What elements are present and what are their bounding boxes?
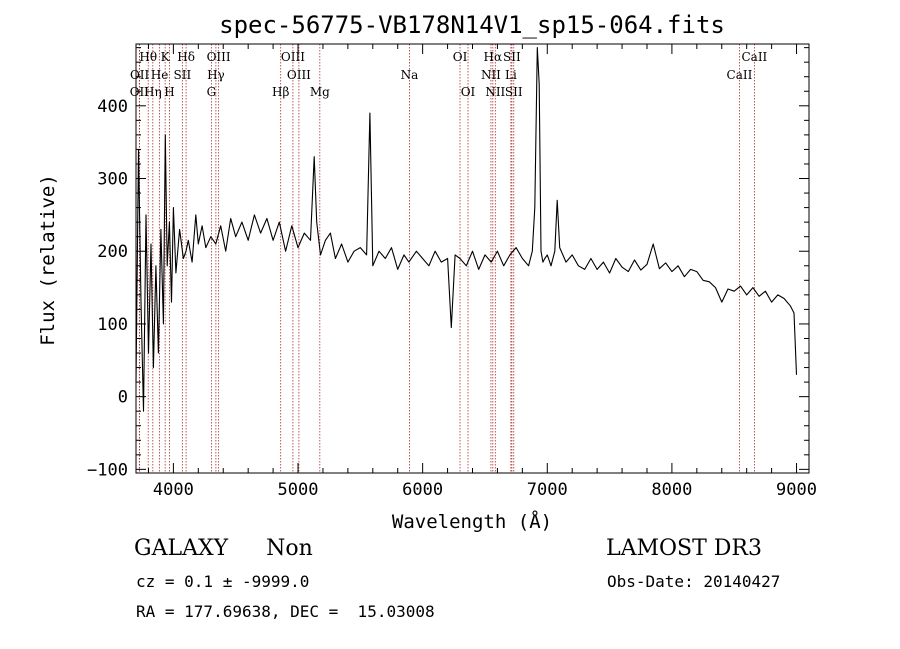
line-label: Hθ <box>139 50 157 64</box>
line-label: OIII <box>287 68 311 82</box>
object-class: GALAXY <box>134 536 229 561</box>
line-label: Mg <box>310 85 330 99</box>
line-label: SII <box>503 50 521 64</box>
x-tick-label: 4000 <box>153 480 194 500</box>
tick-labels: 4000 5000 6000 7000 8000 9000 −100 0 100 200 300 40… <box>87 97 817 500</box>
line-label: OIII <box>207 50 231 64</box>
line-label: Hα <box>484 50 503 64</box>
obs-date: Obs-Date: 20140427 <box>607 572 781 591</box>
x-tick-label: 6000 <box>402 480 443 500</box>
y-tick-label: 400 <box>97 97 128 117</box>
line-label: Hη <box>144 85 162 99</box>
line-label: He <box>151 68 169 82</box>
line-label: OIII <box>281 50 305 64</box>
line-label: OI <box>461 85 476 99</box>
line-label: CaII <box>741 50 767 64</box>
spectrum-line <box>135 47 798 412</box>
line-label: G <box>207 85 217 99</box>
line-label: OI <box>453 50 468 64</box>
coordinates-line: RA = 177.69638, DEC = 15.03008 <box>136 602 435 621</box>
line-label: Na <box>401 68 419 82</box>
line-label: K <box>161 50 171 64</box>
y-tick-label: 100 <box>97 315 128 335</box>
x-tick-label: 9000 <box>776 480 817 500</box>
line-label: H <box>164 85 174 99</box>
line-markers <box>138 44 755 473</box>
x-tick-label: 7000 <box>527 480 568 500</box>
line-label: CaII <box>727 68 753 82</box>
x-tick-label: 5000 <box>278 480 319 500</box>
line-label: SII <box>174 68 192 82</box>
x-axis-label: Wavelength (Å) <box>392 510 552 533</box>
line-label: Hβ <box>272 85 289 99</box>
chart-title: spec-56775-VB178N14V1_sp15-064.fits <box>219 11 725 39</box>
line-label: Li <box>505 68 517 82</box>
y-axis-label: Flux (relative) <box>37 174 59 346</box>
line-label: Hγ <box>207 68 225 82</box>
plot-frame <box>135 43 810 474</box>
class-line: GALAXY Non <box>134 536 313 561</box>
line-label: SII <box>505 85 523 99</box>
x-tick-label: 8000 <box>651 480 692 500</box>
y-tick-label: 0 <box>118 388 128 408</box>
redshift-line: cz = 0.1 ± -9999.0 <box>136 572 310 591</box>
y-tick-label: −100 <box>87 460 128 480</box>
object-subclass: Non <box>266 536 313 561</box>
line-label: Hδ <box>177 50 195 64</box>
line-label: OII <box>130 68 150 82</box>
line-label: NII <box>481 68 501 82</box>
survey-name: LAMOST DR3 <box>606 536 762 561</box>
y-tick-label: 300 <box>97 170 128 190</box>
line-label: OII <box>130 85 150 99</box>
spectrum-series <box>135 47 798 412</box>
y-tick-label: 200 <box>97 242 128 262</box>
line-label: NII <box>485 85 505 99</box>
axis-ticks <box>136 44 809 473</box>
